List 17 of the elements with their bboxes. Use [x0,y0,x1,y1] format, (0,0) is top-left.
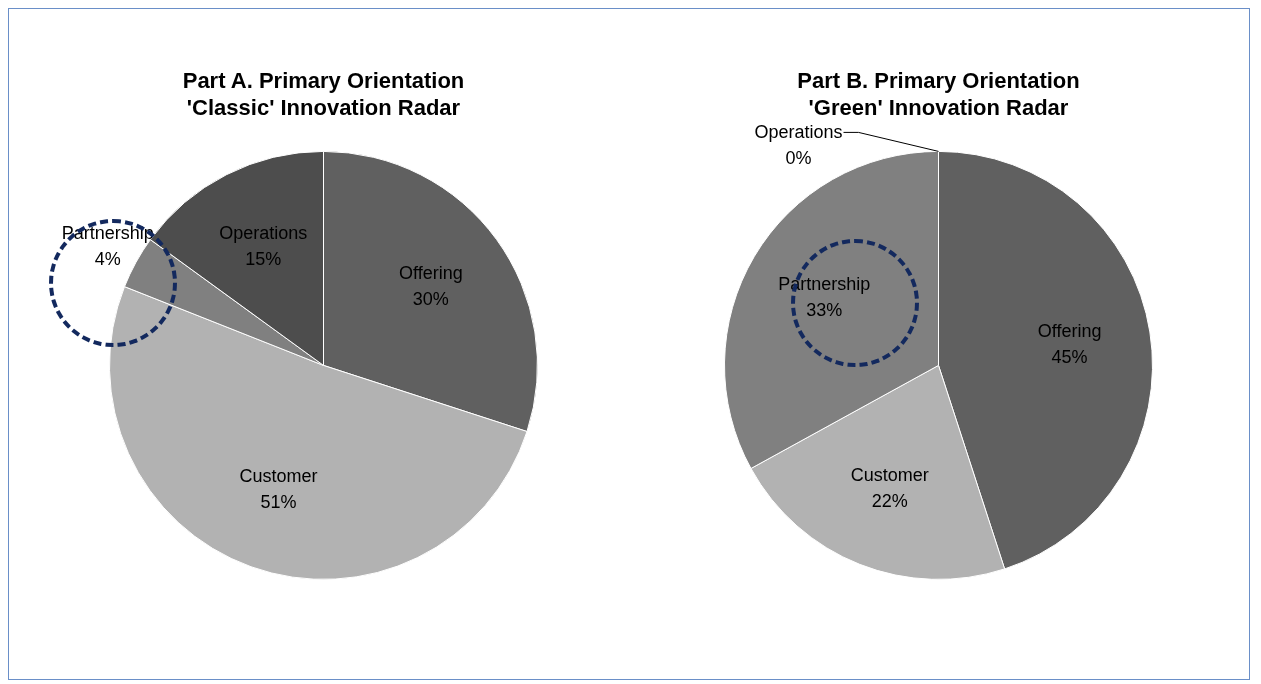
data-label: 15% [245,249,282,270]
chart-title: Part B. Primary Orientation 'Green' Innovation Radar [797,68,1080,120]
slice-label: Operations [219,223,308,244]
data-label: 22% [871,490,908,511]
data-label: 51% [260,492,297,513]
data-label: 45% [1051,346,1088,367]
data-label: 33% [806,299,843,320]
slice-label: Offering [398,263,463,284]
category-label: Operations [754,122,843,143]
slice-label: Customer [850,464,929,485]
chart-title: Part A. Primary Orientation 'Classic' Innovation Radar [182,68,465,120]
data-label: 4% [94,248,121,269]
text: 0% [785,148,812,169]
slice-label: Customer [239,466,318,487]
slice-label: Offering [1037,320,1102,341]
slice-label: Partnership [778,273,871,294]
data-label: 30% [412,289,449,310]
